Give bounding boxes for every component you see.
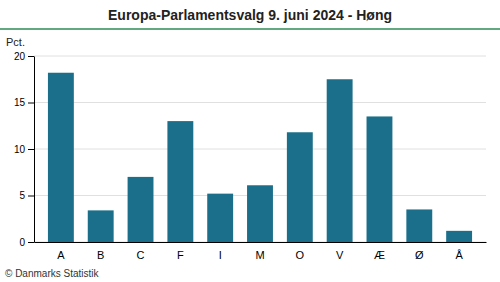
tick: A (57, 249, 65, 261)
footer: © Danmarks Statistik (5, 268, 100, 279)
tick-label: B (97, 249, 104, 261)
chart: Europa-Parlamentsvalg 9. juni 2024 - Høn… (0, 0, 500, 282)
tick: Ø (415, 249, 424, 261)
grid-line (34, 102, 486, 103)
tick-label: 0 (19, 237, 25, 248)
tick-label: Æ (374, 249, 385, 261)
bar (48, 73, 74, 242)
x-axis: ABCFIMOVÆØÅ (35, 243, 487, 261)
bar (367, 116, 393, 242)
tick: 10 (14, 144, 34, 155)
bar (287, 132, 313, 242)
plot: 0 5 10 15 20 A B C F I M O V Æ Ø Å (14, 51, 487, 261)
tick-label: V (336, 249, 344, 261)
bar (247, 185, 273, 242)
tick: I (219, 249, 222, 261)
tick-label: 20 (14, 51, 26, 62)
tick: V (336, 249, 344, 261)
y-label: Pct. (6, 36, 25, 48)
tick-label: A (57, 249, 65, 261)
title-rule (0, 28, 500, 30)
tick-mark (28, 196, 34, 197)
bar (327, 79, 353, 242)
axis-domain (34, 57, 35, 243)
tick-label: O (296, 249, 305, 261)
tick-label: Ø (415, 249, 424, 261)
tick: 15 (14, 97, 34, 108)
tick: M (255, 249, 264, 261)
tick-mark (28, 103, 34, 104)
tick: 20 (14, 51, 34, 62)
tick-label: 10 (14, 144, 26, 155)
bar (446, 231, 472, 242)
axis-domain (35, 242, 487, 243)
tick: Æ (374, 249, 385, 261)
tick: B (97, 249, 104, 261)
tick-label: 15 (14, 97, 26, 108)
tick: O (296, 249, 305, 261)
tick: 0 (19, 237, 34, 248)
tick-label: M (255, 249, 264, 261)
tick-label: F (177, 249, 184, 261)
tick-mark (28, 149, 34, 150)
tick-label: 5 (19, 190, 25, 201)
bar (128, 177, 154, 242)
grid-line (34, 149, 486, 150)
tick-label: Å (455, 249, 463, 261)
bar (88, 210, 114, 242)
bars (48, 73, 472, 242)
tick: Å (455, 249, 463, 261)
tick: 5 (19, 190, 34, 201)
tick-mark (28, 242, 34, 243)
bar (207, 194, 233, 242)
tick: F (177, 249, 184, 261)
tick-mark (28, 56, 34, 57)
tick-label: C (137, 249, 145, 261)
bar (406, 209, 432, 242)
tick-label: I (219, 249, 222, 261)
y-axis: 0 5 10 15 20 (14, 51, 35, 248)
title: Europa-Parlamentsvalg 9. juni 2024 - Høn… (108, 7, 392, 23)
grid (34, 56, 486, 242)
tick: C (137, 249, 145, 261)
grid-line (34, 56, 486, 57)
bar (167, 121, 193, 242)
